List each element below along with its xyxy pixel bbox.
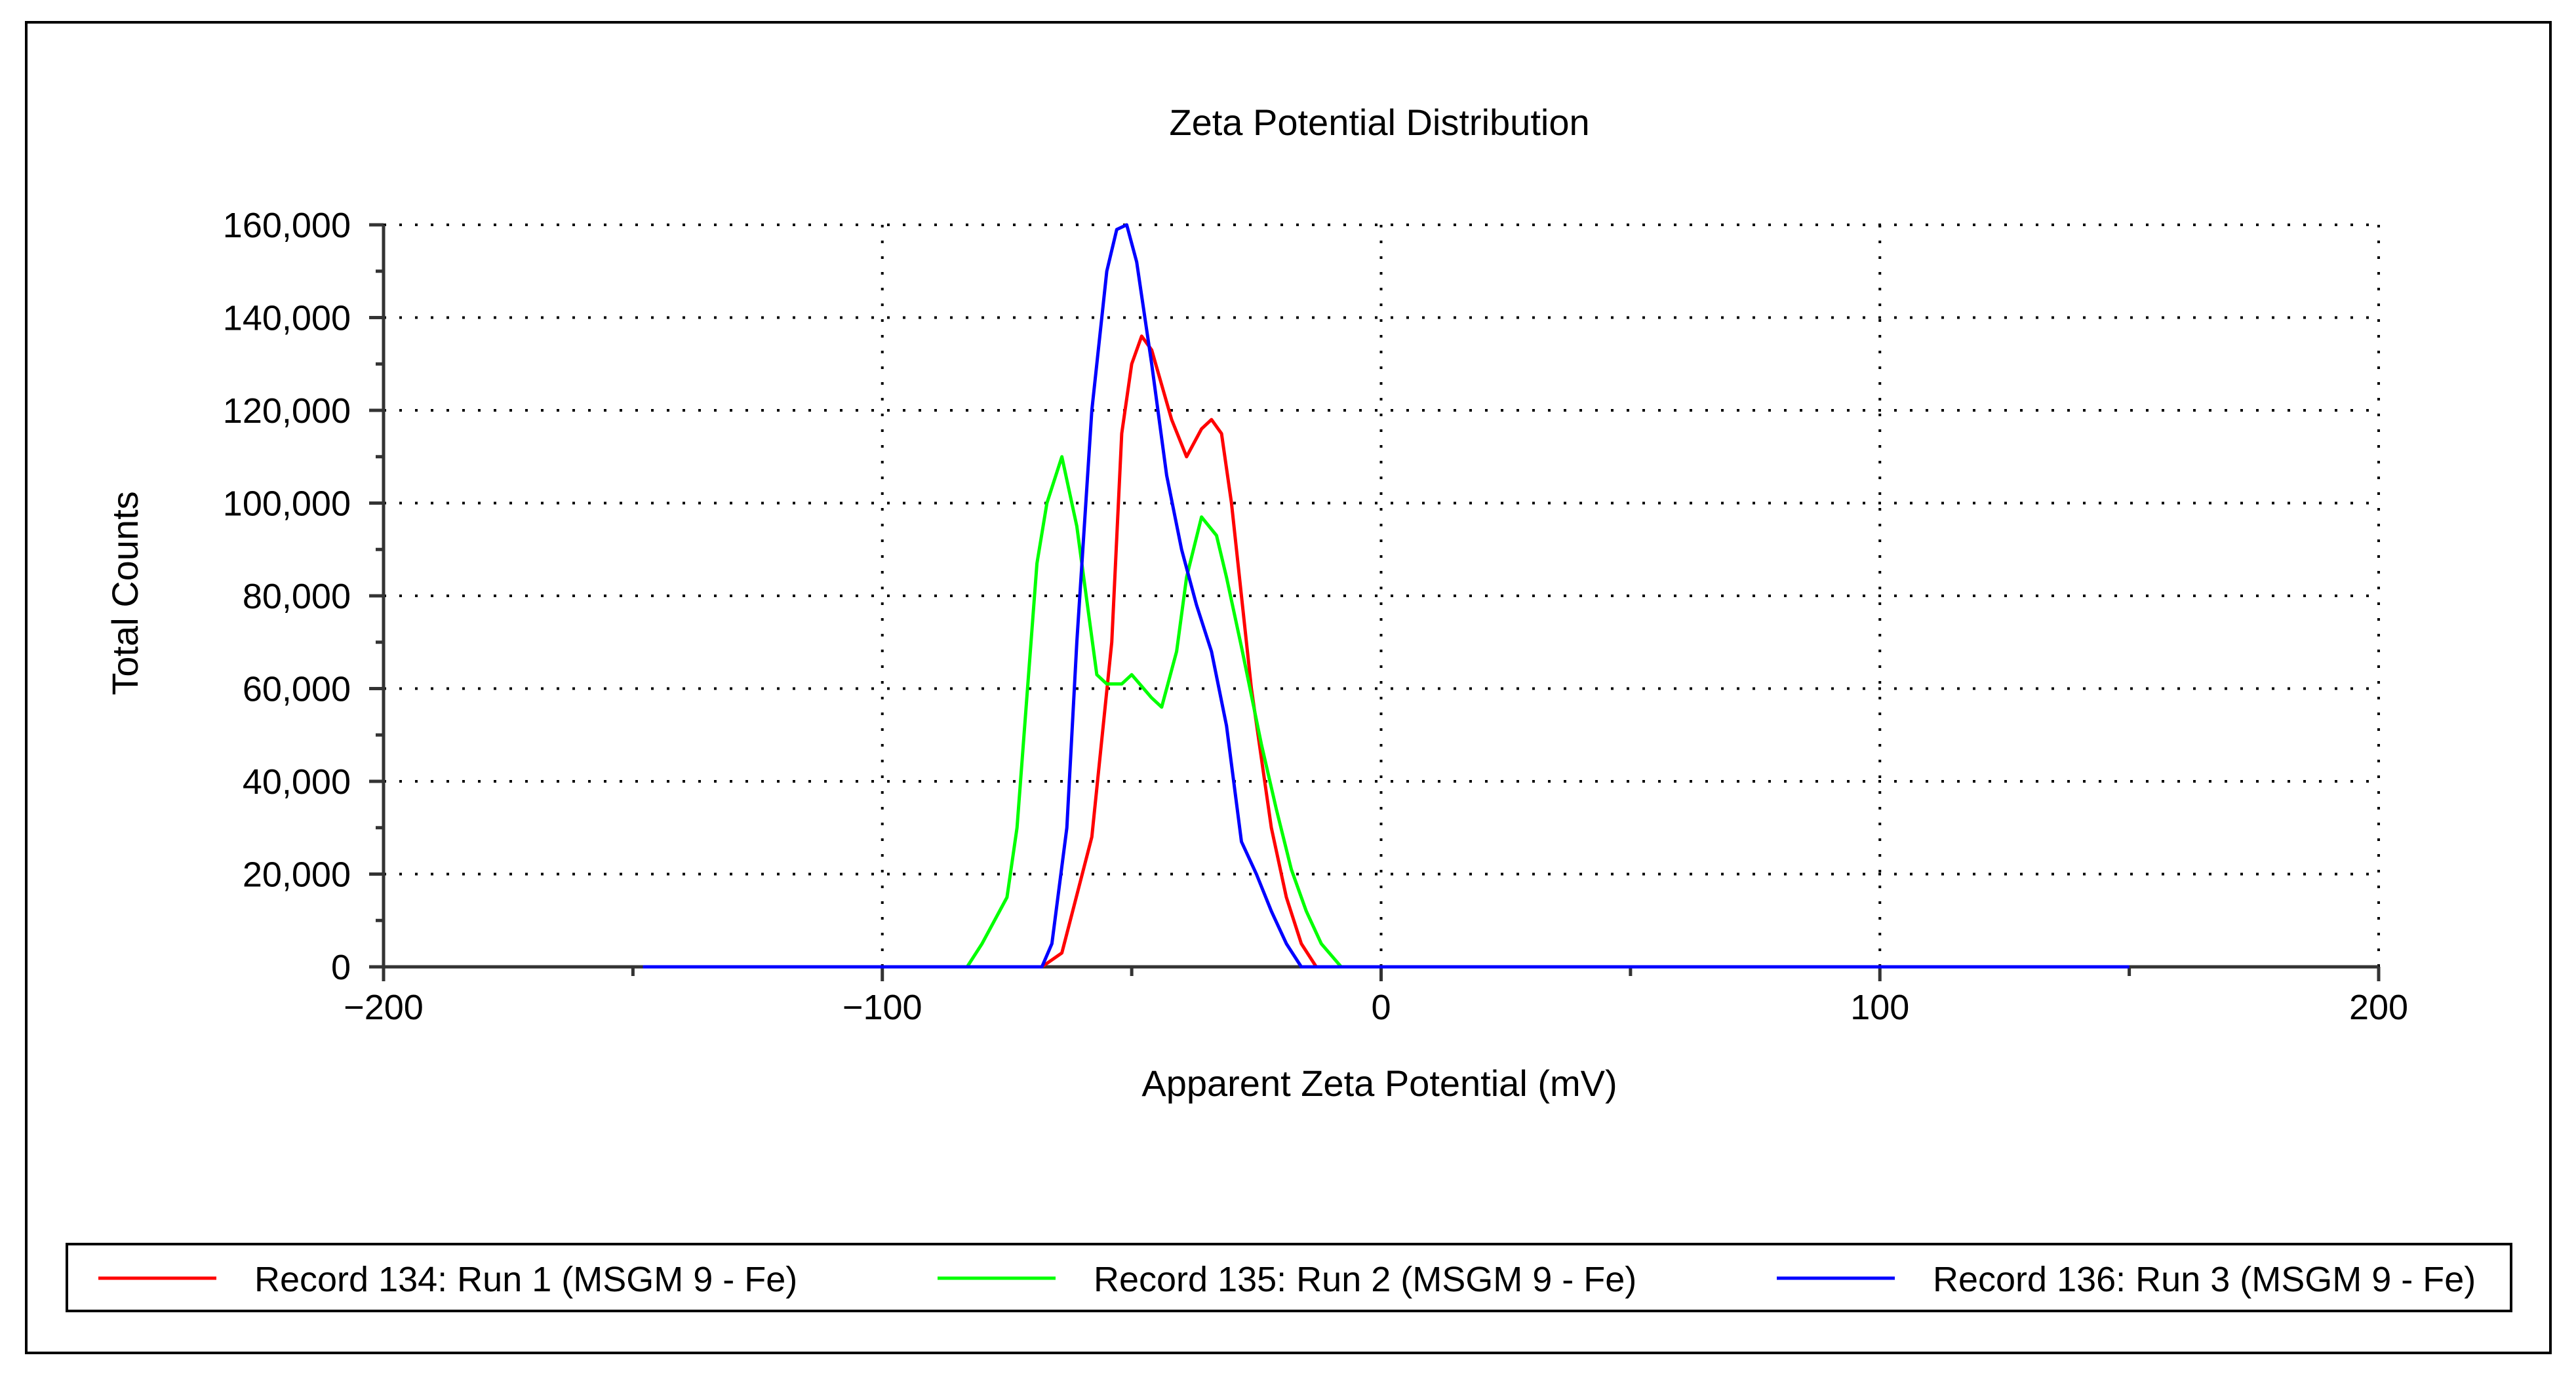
y-tick-label: 0 [331, 948, 351, 987]
x-tick-label: 0 [1371, 988, 1391, 1027]
chart-frame [25, 21, 2552, 1354]
legend-label-2: Record 135: Run 2 (MSGM 9 - Fe) [1094, 1260, 1636, 1299]
y-tick-label: 140,000 [223, 299, 351, 338]
series-line-2 [965, 455, 1343, 968]
x-axis-tick-labels: −200 −100 0 100 200 [344, 988, 2408, 1027]
legend-label-1: Record 134: Run 1 (MSGM 9 - Fe) [254, 1260, 797, 1299]
x-tick-label: −200 [344, 988, 424, 1027]
legend-box [66, 1243, 2512, 1312]
y-axis-tick-labels: 0 20,000 40,000 60,000 80,000 100,000 120,000 1… [223, 206, 351, 987]
x-tick-label: −100 [842, 988, 922, 1027]
y-tick-label: 20,000 [243, 855, 351, 895]
grid-lines [384, 224, 2380, 967]
y-axis-title: Total Counts [104, 491, 146, 695]
series-line-1 [1040, 334, 1318, 969]
legend-label-3: Record 136: Run 3 (MSGM 9 - Fe) [1933, 1260, 2476, 1299]
y-tick-label: 100,000 [223, 484, 351, 524]
data-series [643, 223, 2130, 969]
y-tick-label: 60,000 [243, 670, 351, 709]
x-tick-label: 200 [2349, 988, 2408, 1027]
x-axis-title: Apparent Zeta Potential (mV) [1141, 1063, 1617, 1104]
x-tick-label: 100 [1850, 988, 1909, 1027]
legend: Record 134: Run 1 (MSGM 9 - Fe) Record 13… [98, 1260, 2476, 1299]
chart-title: Zeta Potential Distribution [1169, 102, 1589, 143]
y-tick-label: 120,000 [223, 391, 351, 431]
series-line-3 [643, 223, 2130, 969]
y-tick-label: 80,000 [243, 577, 351, 616]
y-tick-label: 40,000 [243, 762, 351, 802]
y-tick-label: 160,000 [223, 206, 351, 245]
